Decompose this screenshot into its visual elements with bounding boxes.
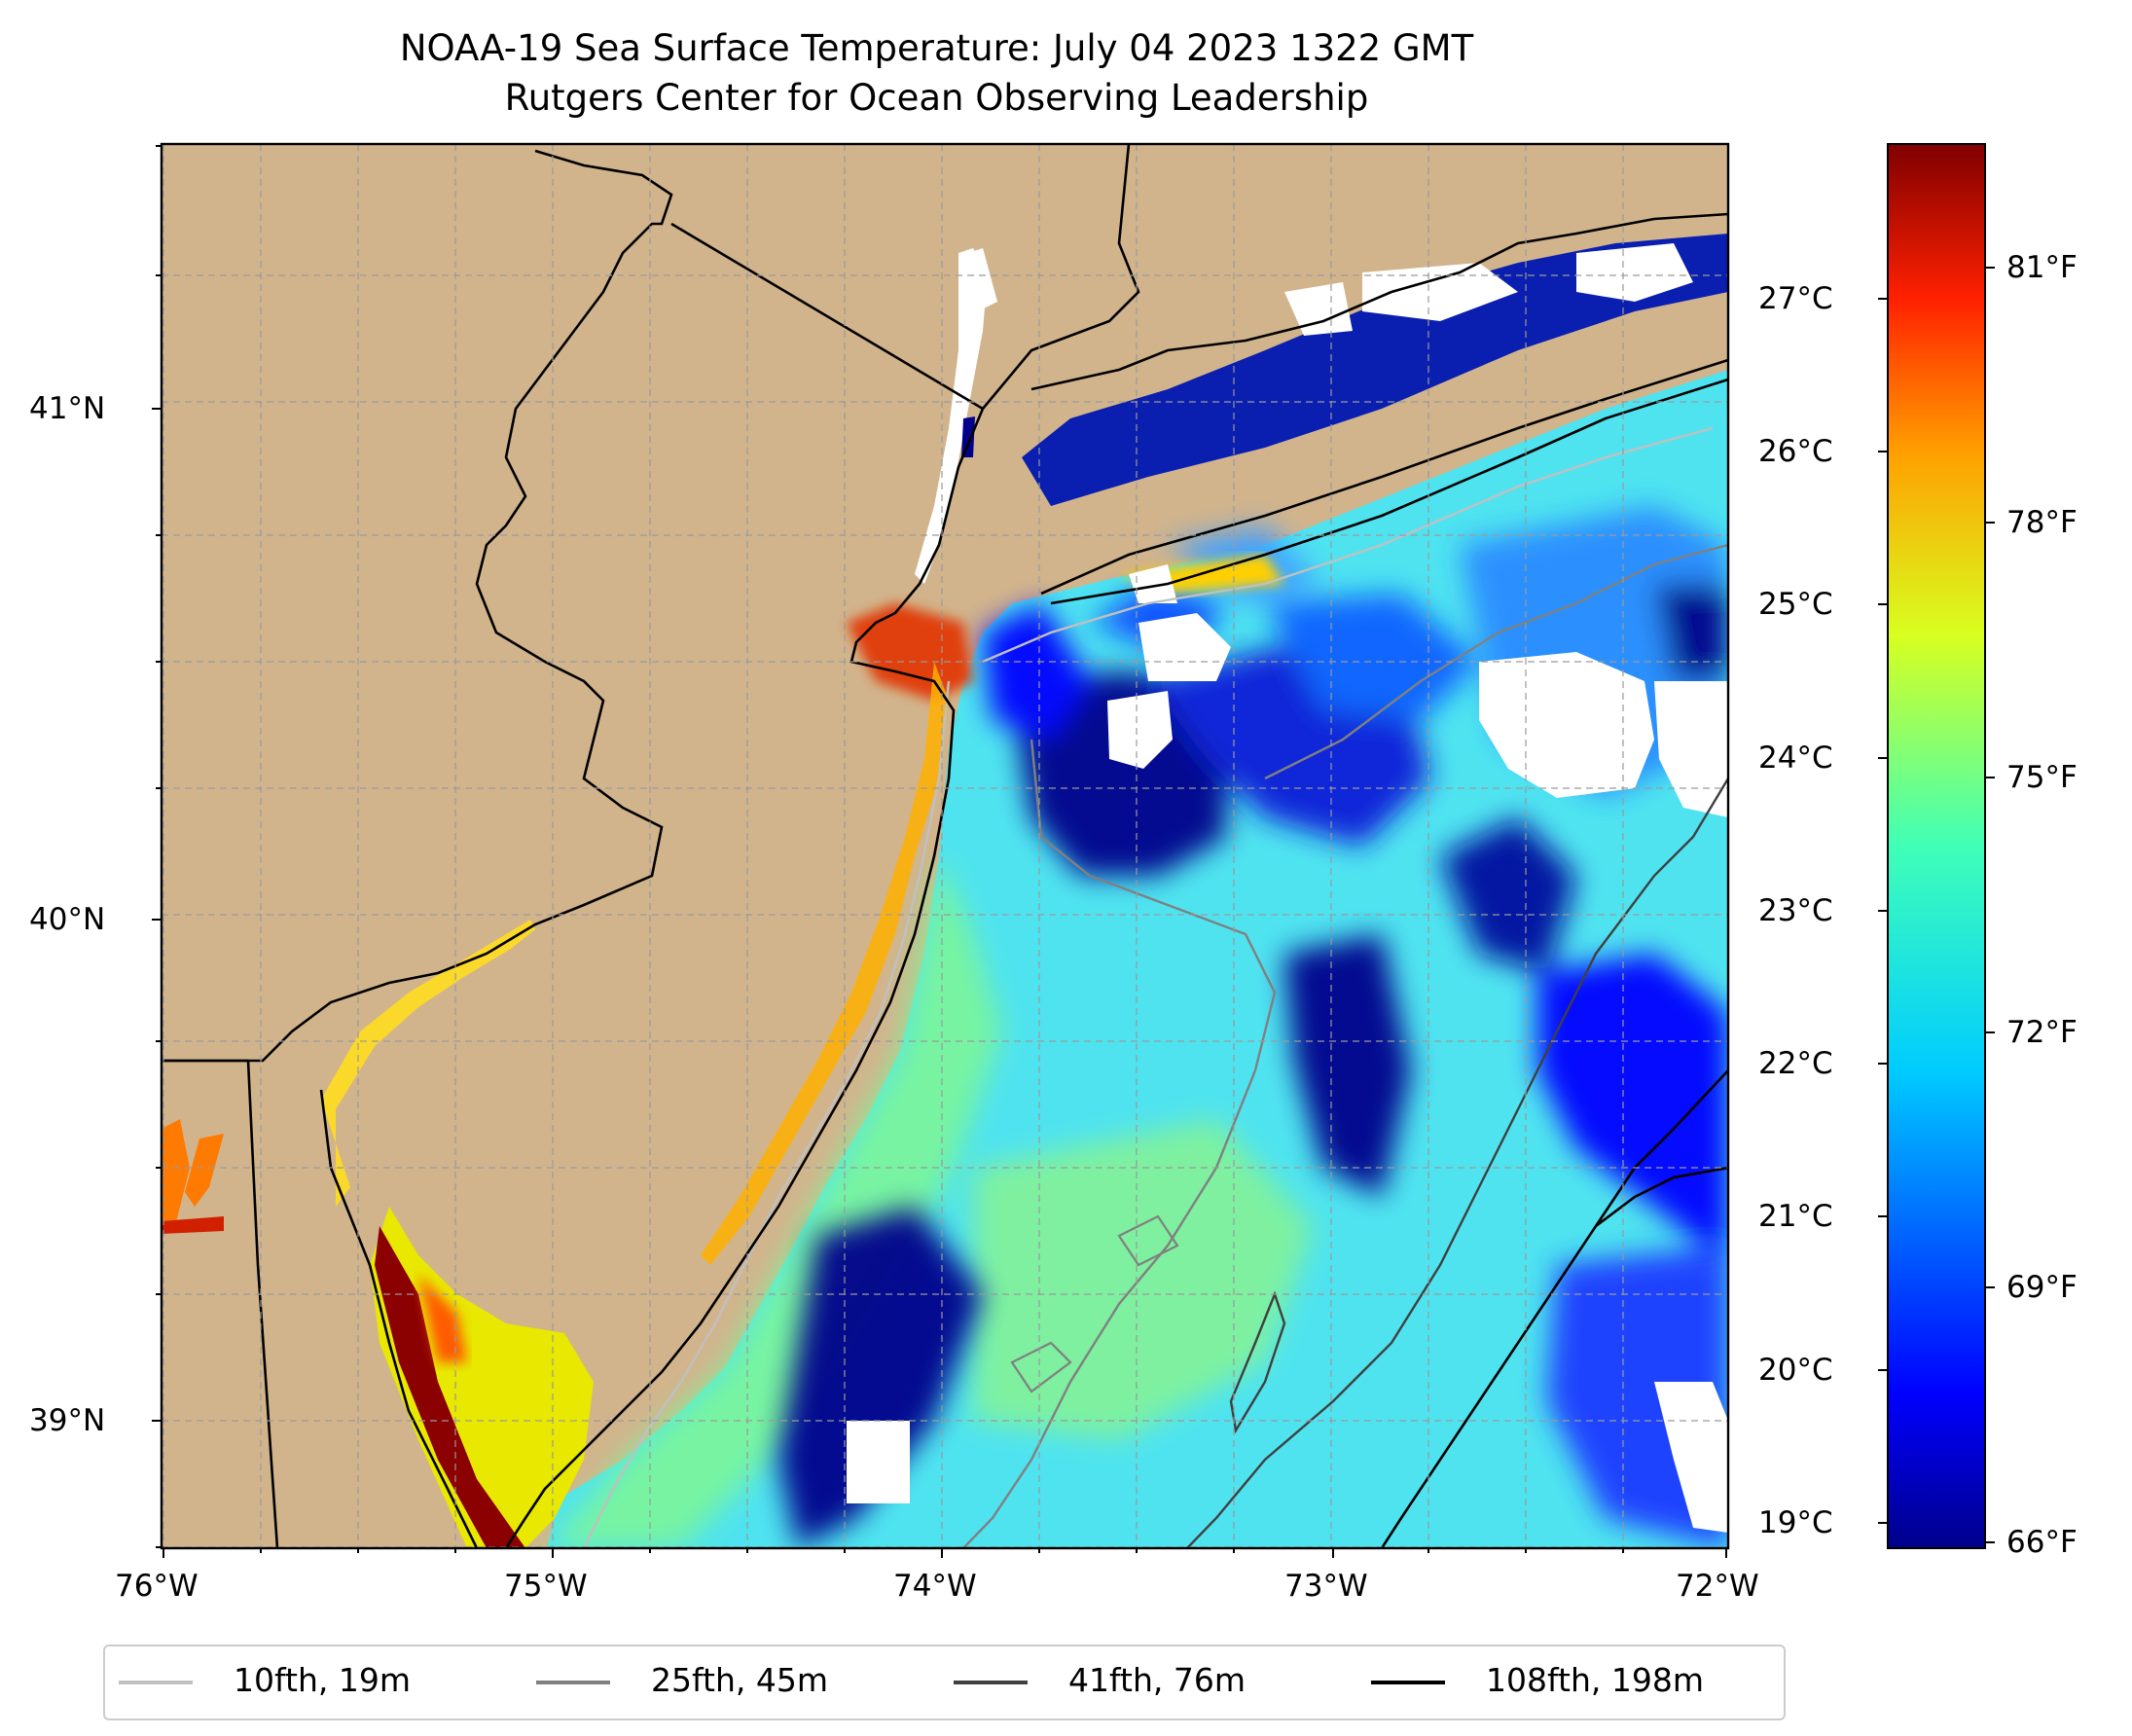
fahrenheit-tick-label: 66°F — [2006, 1525, 2078, 1560]
legend-entry-108fth: 108fth, 198m — [1371, 1646, 1780, 1718]
fahrenheit-tick-label: 78°F — [2006, 505, 2078, 540]
celsius-tick-label: 21°C — [1758, 1199, 1833, 1234]
celsius-tick-label: 26°C — [1758, 434, 1833, 469]
legend-label: 10fth, 19m — [234, 1661, 411, 1699]
legend-entry-10fth: 10fth, 19m — [119, 1646, 508, 1718]
x-tick-label: 74°W — [893, 1569, 977, 1604]
legend-swatch — [954, 1681, 1028, 1684]
fahrenheit-tick-label: 81°F — [2006, 250, 2078, 285]
x-tick-label: 73°W — [1284, 1569, 1368, 1604]
legend-swatch — [536, 1681, 610, 1684]
celsius-tick-label: 22°C — [1758, 1046, 1833, 1081]
legend-entry-41fth: 41fth, 76m — [954, 1646, 1343, 1718]
y-tick-label: 39°N — [29, 1403, 105, 1438]
legend-swatch — [1371, 1681, 1445, 1684]
fahrenheit-tick-label: 75°F — [2006, 760, 2078, 795]
x-tick-label: 76°W — [115, 1569, 199, 1604]
legend-label: 25fth, 45m — [651, 1661, 828, 1699]
contour-legend: 10fth, 19m 25fth, 45m 41fth, 76m 108fth,… — [103, 1645, 1786, 1720]
legend-label: 108fth, 198m — [1486, 1661, 1704, 1699]
fahrenheit-tick-label: 69°F — [2006, 1270, 2078, 1305]
colorbar — [1888, 144, 1985, 1548]
legend-label: 41fth, 76m — [1068, 1661, 1246, 1699]
celsius-tick-label: 19°C — [1758, 1505, 1833, 1540]
celsius-tick-label: 20°C — [1758, 1353, 1833, 1388]
y-tick-label: 41°N — [29, 391, 105, 426]
y-tick-label: 40°N — [29, 902, 105, 937]
celsius-tick-label: 24°C — [1758, 741, 1833, 776]
x-tick-label: 75°W — [504, 1569, 588, 1604]
legend-swatch — [119, 1681, 193, 1684]
celsius-tick-label: 25°C — [1758, 587, 1833, 622]
celsius-tick-label: 23°C — [1758, 893, 1833, 928]
x-tick-label: 72°W — [1676, 1569, 1759, 1604]
fahrenheit-tick-label: 72°F — [2006, 1015, 2078, 1050]
legend-entry-25fth: 25fth, 45m — [536, 1646, 925, 1718]
celsius-tick-label: 27°C — [1758, 281, 1833, 316]
